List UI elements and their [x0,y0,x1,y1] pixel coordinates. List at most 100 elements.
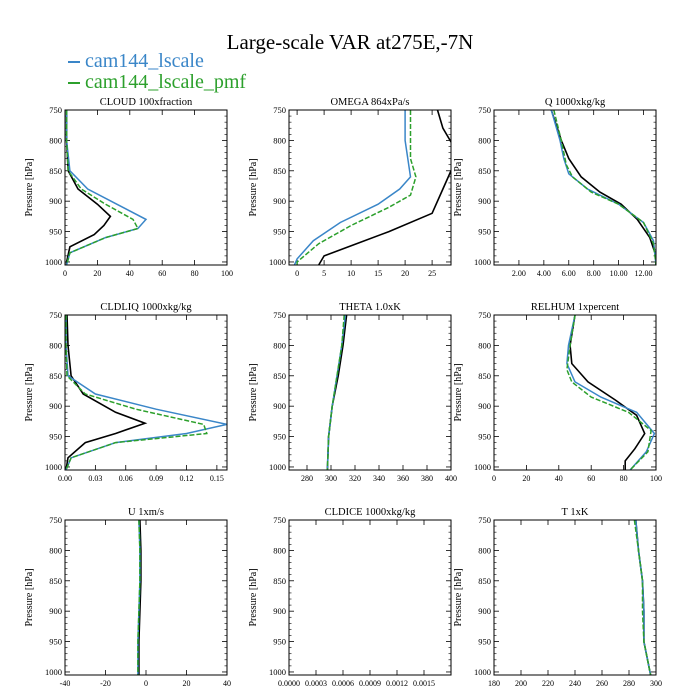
x-tick-label: 10 [347,269,355,278]
x-tick-label: 0.0003 [305,679,327,688]
panel-4: THETA 1.0xK Pressure [hPa] 750 800 850 900 950… [248,302,457,483]
y-tick-label: 1000 [45,257,62,267]
y-tick-label: 800 [49,340,62,350]
x-tick-label: 60 [158,269,166,278]
y-tick-label: 800 [478,135,491,145]
y-tick-label: 750 [273,310,286,320]
x-tick-label: 0 [63,269,67,278]
panel-1: OMEGA 864xPa/s Pressure [hPa] 750 800 850 900… [248,97,452,278]
x-tick-label: 0.03 [88,474,102,483]
x-tick-label: 60 [587,474,595,483]
series-green-line [65,110,140,265]
y-tick-label: 850 [273,166,286,176]
y-tick-label: 800 [478,340,491,350]
y-tick-label: 1000 [269,462,286,472]
x-tick-label: 15 [374,269,382,278]
y-tick-label: 800 [49,545,62,555]
y-tick-label: 1000 [45,667,62,677]
y-tick-label: 850 [49,576,62,586]
x-tick-label: 0.0015 [413,679,435,688]
y-tick-label: 750 [273,105,286,115]
y-tick-label: 800 [273,340,286,350]
x-tick-label: -40 [60,679,71,688]
panel-title: THETA 1.0xK [339,302,401,313]
panel-title: OMEGA 864xPa/s [330,97,409,108]
panel-frame [493,314,657,471]
panel-title: Q 1000xkg/kg [545,97,606,108]
y-tick-label: 850 [478,576,491,586]
legend: cam144_lscale cam144_lscale_pmf [68,51,246,93]
y-tick-label: 850 [478,371,491,381]
legend-swatch-lscale [68,61,80,64]
y-tick-label: 800 [273,545,286,555]
panel-8: T 1xK Pressure [hPa] 750 800 850 900 950 1000 18… [453,507,662,688]
y-tick-label: 900 [273,401,286,411]
panel-frame [493,519,657,676]
x-tick-label: 20 [93,269,101,278]
y-tick-label: 850 [273,371,286,381]
y-tick-label: 950 [478,637,491,647]
panel-title: CLDICE 1000xkg/kg [325,507,416,518]
panel-frame [288,314,452,471]
x-tick-label: 0.09 [149,474,163,483]
x-tick-label: 6.00 [562,269,576,278]
y-tick-label: 950 [273,432,286,442]
x-tick-label: 40 [223,679,231,688]
panel-frame [288,109,452,266]
x-tick-label: 400 [445,474,457,483]
series-green-line [566,315,652,470]
y-tick-label: 750 [478,310,491,320]
panel-frame [64,519,228,676]
panel-3: CLDLIQ 1000xkg/kg Pressure [hPa] 750 800 850… [24,302,228,483]
y-tick-label: 750 [49,515,62,525]
x-tick-label: 300 [325,474,337,483]
y-tick-label: 900 [478,606,491,616]
x-tick-label: 5 [322,269,326,278]
panel-7: CLDICE 1000xkg/kg Pressure [hPa] 750 800 850… [248,507,452,688]
series-green-line [296,110,417,265]
x-tick-label: 100 [221,269,233,278]
y-tick-label: 900 [49,196,62,206]
y-tick-label: 1000 [474,667,491,677]
x-tick-label: 10.00 [610,269,628,278]
panel-frame [64,314,228,471]
series-blue-line [65,315,227,470]
y-tick-label: 850 [49,166,62,176]
y-tick-label: 1000 [269,257,286,267]
y-tick-label: 900 [49,606,62,616]
x-tick-label: 100 [650,474,662,483]
x-tick-label: 0.0000 [278,679,300,688]
x-tick-label: 220 [542,679,554,688]
x-tick-label: 280 [301,474,313,483]
y-tick-label: 750 [49,105,62,115]
x-tick-label: 80 [191,269,199,278]
series-black-line [569,315,646,470]
y-tick-label: 800 [49,135,62,145]
series-black-line [65,315,148,470]
x-tick-label: 0 [144,679,148,688]
figure-title: Large-scale VAR at275E,-7N [226,30,474,54]
y-axis-label: Pressure [hPa] [453,568,464,626]
x-tick-label: 280 [623,679,635,688]
x-tick-label: -20 [100,679,111,688]
y-tick-label: 1000 [474,257,491,267]
x-tick-label: 340 [373,474,385,483]
x-tick-label: 2.00 [512,269,526,278]
x-tick-label: 240 [569,679,581,688]
y-axis-label: Pressure [hPa] [24,158,35,216]
x-tick-label: 360 [397,474,409,483]
legend-label-lscale: cam144_lscale [85,50,204,72]
y-tick-label: 950 [273,637,286,647]
panel-title: CLDLIQ 1000xkg/kg [100,302,192,313]
y-tick-label: 950 [478,432,491,442]
panel-frame [288,519,452,676]
panel-title: U 1xm/s [128,507,164,518]
x-tick-label: 80 [620,474,628,483]
y-tick-label: 800 [478,545,491,555]
series-blue-line [550,110,656,265]
series-green-line [553,110,656,265]
y-tick-label: 900 [49,401,62,411]
y-tick-label: 800 [273,135,286,145]
x-tick-label: 25 [428,269,436,278]
